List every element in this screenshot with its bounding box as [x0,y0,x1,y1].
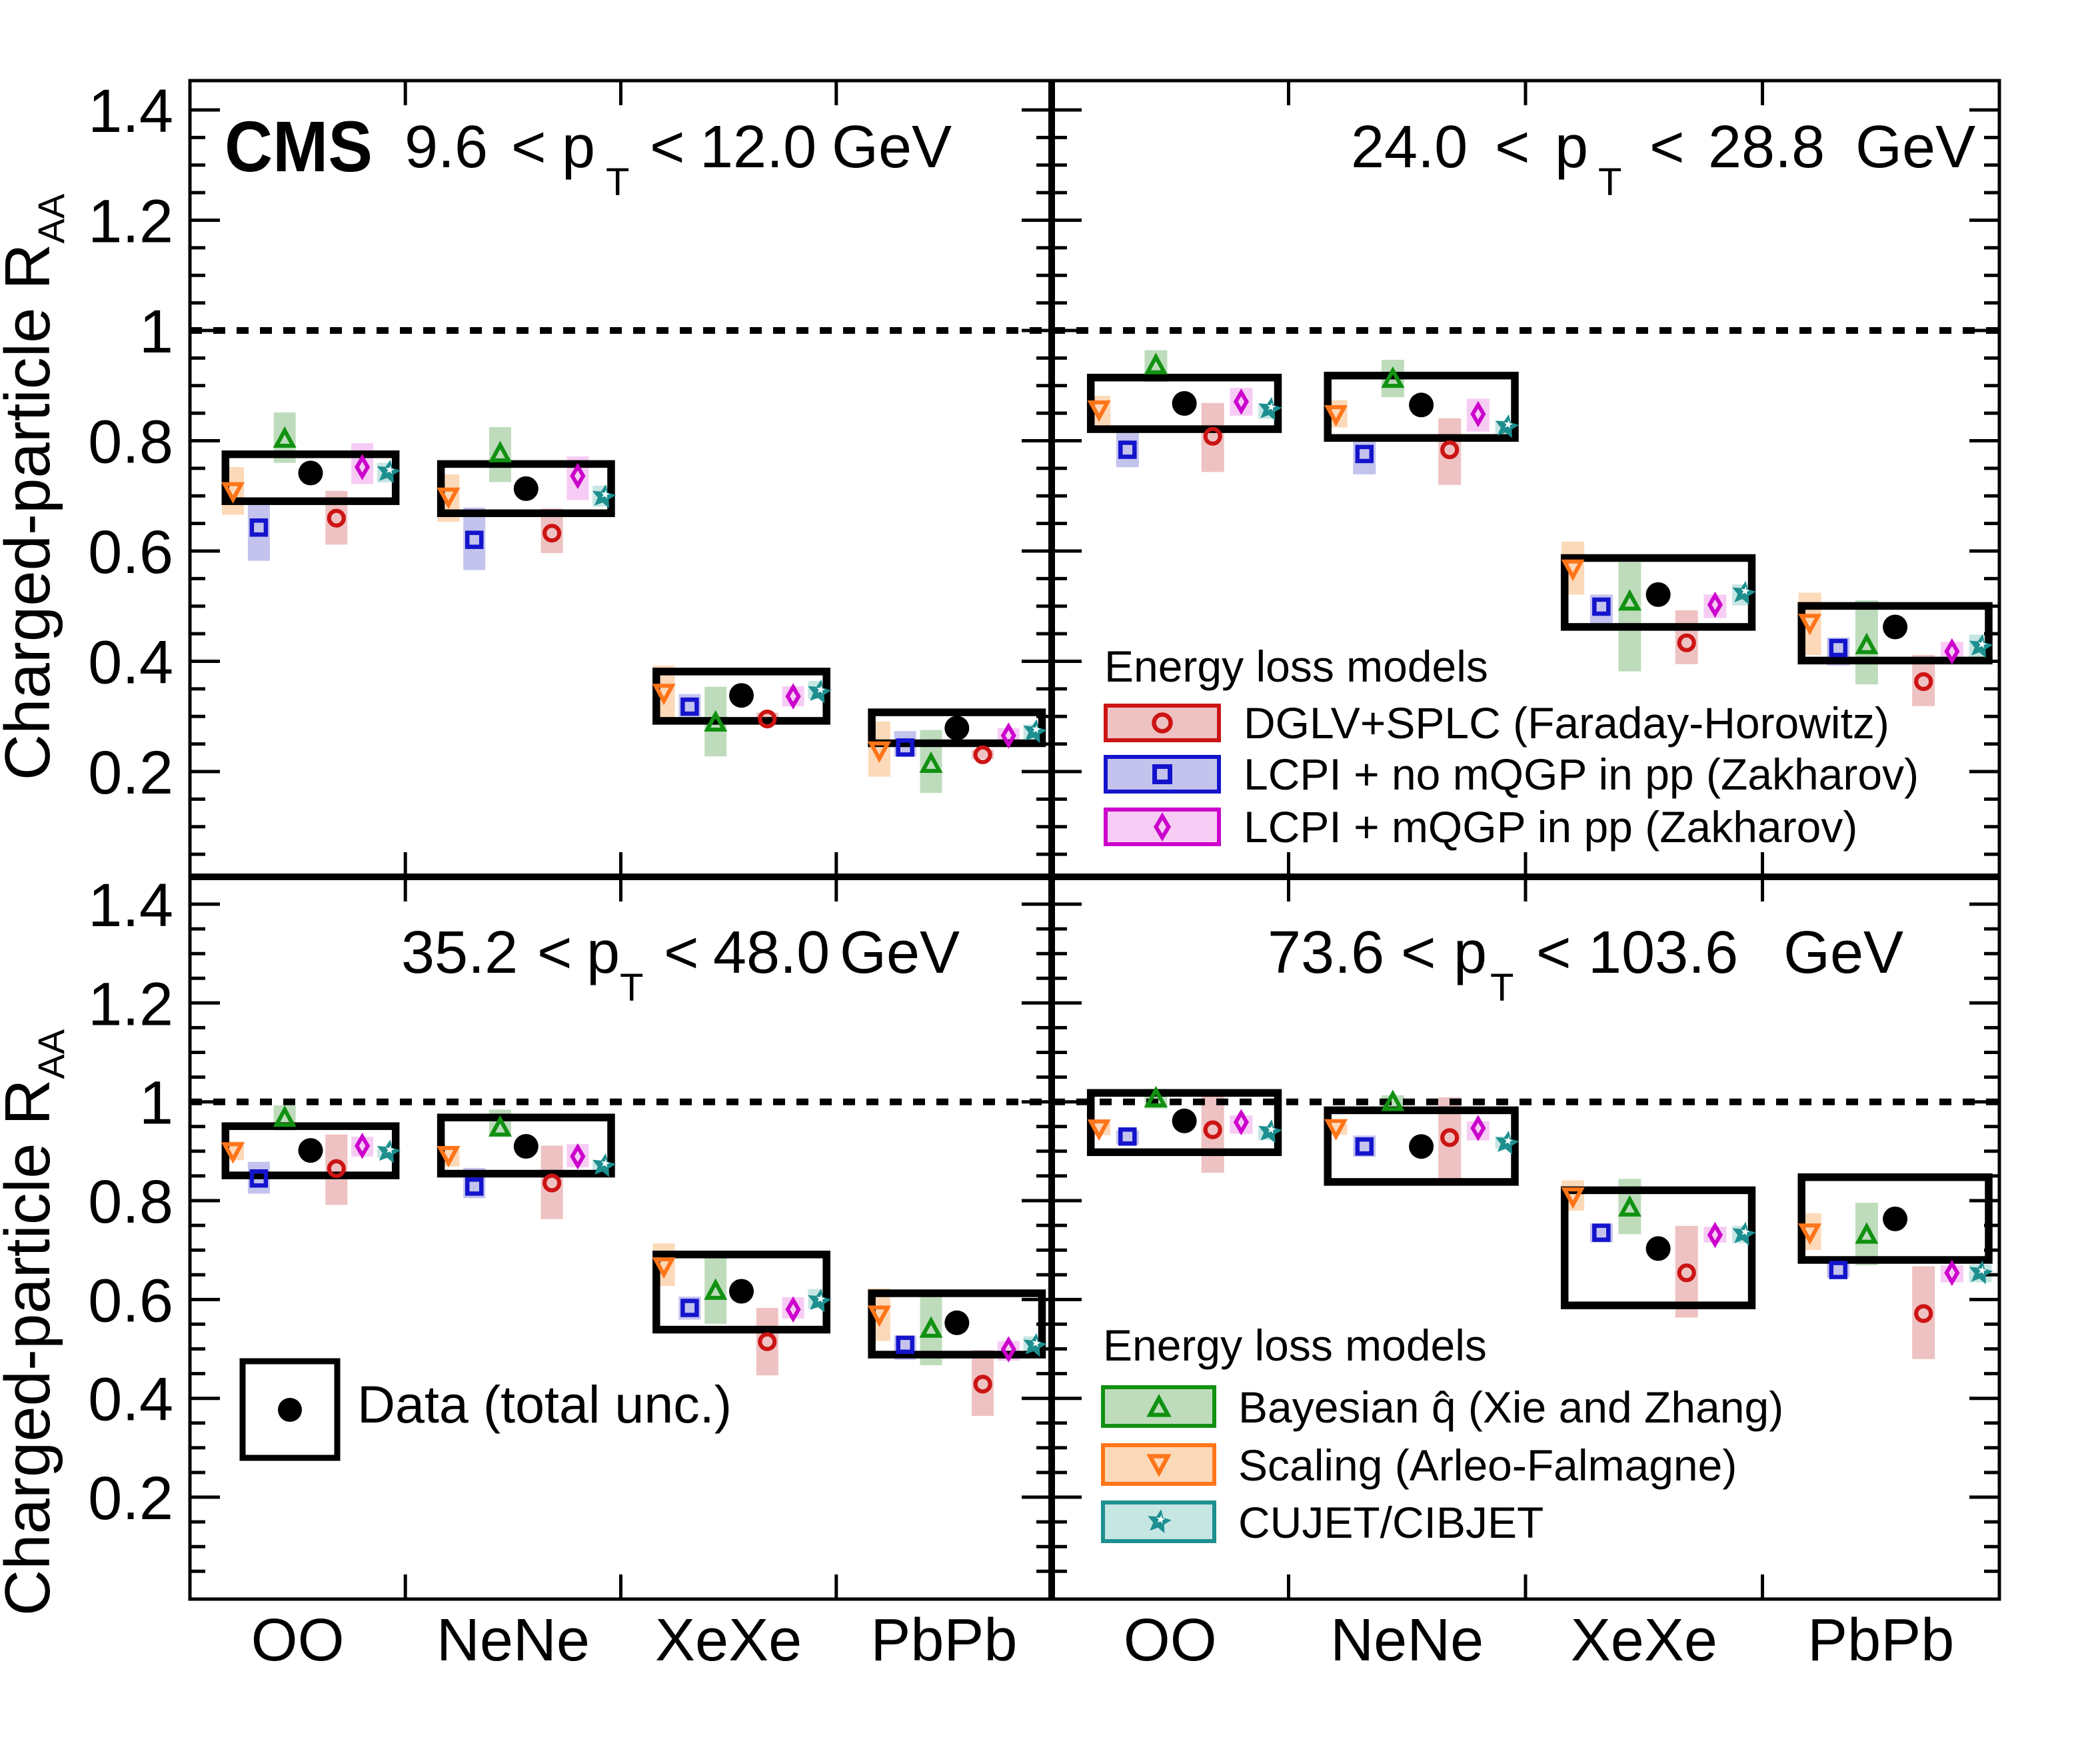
svg-text:1.2: 1.2 [88,188,173,256]
svg-text:NeNe: NeNe [437,1607,590,1674]
svg-text:XeXe: XeXe [1571,1607,1717,1674]
svg-text:0.6: 0.6 [88,518,173,586]
svg-text:0.4: 0.4 [88,1366,173,1434]
svg-text:0.8: 0.8 [88,1168,173,1236]
svg-text:1.4: 1.4 [88,77,173,145]
svg-text:XeXe: XeXe [655,1607,802,1674]
svg-text:0.6: 0.6 [88,1267,173,1335]
svg-text:Data (total unc.): Data (total unc.) [357,1375,732,1434]
svg-text:0.2: 0.2 [88,1465,173,1532]
svg-text:LCPI + no mQGP in pp (Zakharov: LCPI + no mQGP in pp (Zakharov) [1244,750,1919,799]
svg-text:NeNe: NeNe [1330,1607,1484,1674]
svg-text:PbPb: PbPb [870,1607,1017,1674]
svg-text:DGLV+SPLC (Faraday-Horowitz): DGLV+SPLC (Faraday-Horowitz) [1244,698,1889,748]
svg-text:Energy loss models: Energy loss models [1103,1321,1487,1370]
svg-text:0.8: 0.8 [88,408,173,476]
svg-text:1: 1 [139,298,173,366]
svg-text:OO: OO [1124,1607,1217,1674]
svg-text:1.4: 1.4 [88,872,173,939]
svg-text:1.2: 1.2 [88,970,173,1038]
svg-text:CMS: CMS [225,106,373,187]
svg-text:Charged-particle RAA: Charged-particle RAA [0,1029,72,1616]
svg-text:PbPb: PbPb [1807,1607,1954,1674]
svg-text:0.2: 0.2 [88,739,173,807]
svg-text:Bayesian q̂ (Xie and Zhang): Bayesian q̂ (Xie and Zhang) [1238,1383,1783,1432]
svg-text:Scaling (Arleo-Falmagne): Scaling (Arleo-Falmagne) [1238,1441,1737,1490]
svg-text:Energy loss models: Energy loss models [1104,642,1488,691]
svg-text:OO: OO [251,1607,345,1674]
svg-text:CUJET/CIBJET: CUJET/CIBJET [1238,1498,1544,1547]
svg-text:0.4: 0.4 [88,629,173,697]
svg-text:LCPI + mQGP in pp (Zakharov): LCPI + mQGP in pp (Zakharov) [1244,802,1857,852]
svg-text:1: 1 [139,1069,173,1137]
svg-text:Charged-particle RAA: Charged-particle RAA [0,193,72,780]
